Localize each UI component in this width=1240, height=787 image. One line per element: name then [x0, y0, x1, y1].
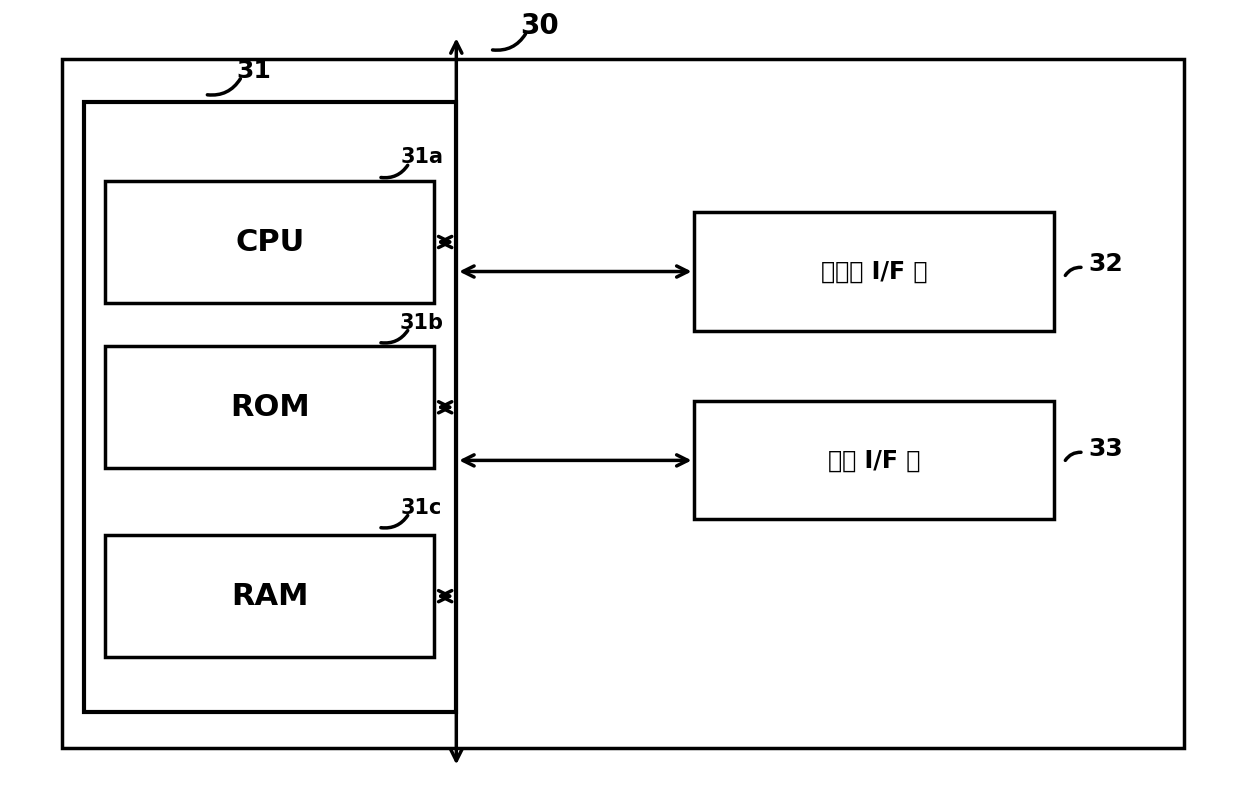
Text: 31c: 31c — [401, 497, 443, 518]
Bar — [105, 346, 434, 468]
Bar — [105, 535, 434, 657]
Bar — [84, 102, 456, 712]
Text: 31a: 31a — [401, 147, 443, 168]
Text: 32: 32 — [1089, 252, 1123, 275]
Text: 30: 30 — [520, 12, 559, 40]
Bar — [694, 401, 1054, 519]
Text: 31: 31 — [237, 59, 272, 83]
Text: 33: 33 — [1089, 437, 1123, 460]
Text: ROM: ROM — [229, 393, 310, 422]
Text: RAM: RAM — [231, 582, 309, 611]
Text: 31b: 31b — [399, 312, 444, 333]
Bar — [62, 59, 1184, 748]
Text: 传感器 I/F 部: 传感器 I/F 部 — [821, 260, 928, 283]
Text: CPU: CPU — [236, 227, 304, 257]
Bar — [694, 212, 1054, 331]
Bar — [105, 181, 434, 303]
Text: 通信 I/F 部: 通信 I/F 部 — [828, 449, 920, 472]
